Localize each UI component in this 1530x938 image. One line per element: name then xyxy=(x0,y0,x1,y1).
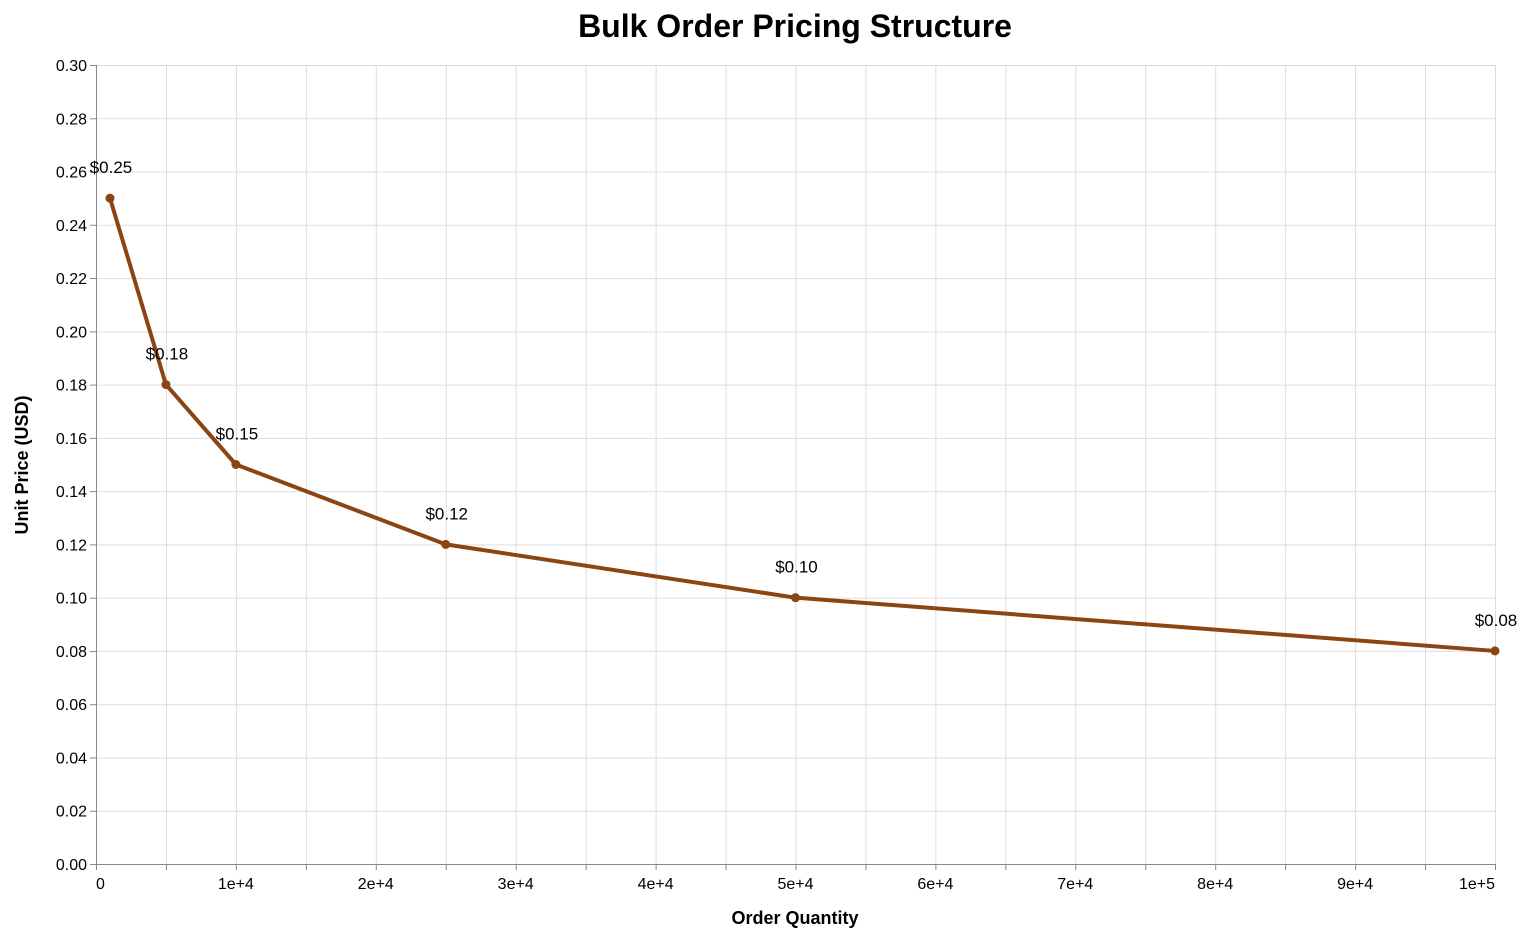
x-tick-label: 3e+4 xyxy=(498,876,534,893)
x-tick-label: 4e+4 xyxy=(638,876,674,893)
y-tick-label: 0.00 xyxy=(56,857,87,874)
y-tick-label: 0.26 xyxy=(56,165,87,182)
y-tick-label: 0.06 xyxy=(56,697,87,714)
y-tick-label: 0.02 xyxy=(56,804,87,821)
x-tick-label: 1e+5 xyxy=(1459,876,1495,893)
y-tick-label: 0.14 xyxy=(56,484,87,501)
x-tick-label: 8e+4 xyxy=(1197,876,1233,893)
data-label: $0.08 xyxy=(1475,611,1518,630)
x-tick-label: 1e+4 xyxy=(218,876,254,893)
y-tick-label: 0.12 xyxy=(56,537,87,554)
data-point xyxy=(105,193,115,203)
series-line-group: $0.25 $0.18 $0.15 $0.12 $0.10 $0.08 xyxy=(90,158,1518,656)
data-point xyxy=(791,593,800,603)
y-tick-label: 0.04 xyxy=(56,750,87,767)
x-axis-title: Order Quantity xyxy=(731,908,858,928)
x-tick-label: 5e+4 xyxy=(777,876,813,893)
data-label: $0.25 xyxy=(90,158,133,177)
y-tick-label: 0.18 xyxy=(56,378,87,395)
y-tick-label: 0.08 xyxy=(56,644,87,661)
data-label: $0.15 xyxy=(216,425,259,444)
x-tick-label: 6e+4 xyxy=(917,876,953,893)
y-tick-label: 0.28 xyxy=(56,111,87,128)
series-line xyxy=(108,197,1496,653)
y-tick-label: 0.10 xyxy=(56,591,87,608)
data-label: $0.12 xyxy=(425,504,468,523)
x-tick-label: 9e+4 xyxy=(1337,876,1373,893)
y-tick-label: 0.16 xyxy=(56,431,87,448)
data-point xyxy=(1490,646,1500,656)
data-point xyxy=(441,539,451,549)
y-tick-label: 0.22 xyxy=(56,271,87,288)
data-label: $0.10 xyxy=(775,558,818,577)
y-tick-label: 0.24 xyxy=(56,218,87,235)
y-axis-title: Unit Price (USD) xyxy=(12,395,32,534)
data-label: $0.18 xyxy=(146,345,189,364)
grid xyxy=(96,65,1496,865)
x-tick-label: 7e+4 xyxy=(1057,876,1093,893)
chart-title: Bulk Order Pricing Structure xyxy=(578,8,1012,44)
y-tick-label: 0.20 xyxy=(56,324,87,341)
data-point xyxy=(161,380,171,390)
x-tick-label: 0 xyxy=(96,876,105,893)
data-point xyxy=(231,460,241,469)
y-tick-label: 0.30 xyxy=(56,58,87,75)
x-tick-label: 2e+4 xyxy=(358,876,394,893)
axes: 0.00 0.02 0.04 0.06 0.08 0.10 0.12 0.14 0.16 0.18… xyxy=(56,58,1496,893)
